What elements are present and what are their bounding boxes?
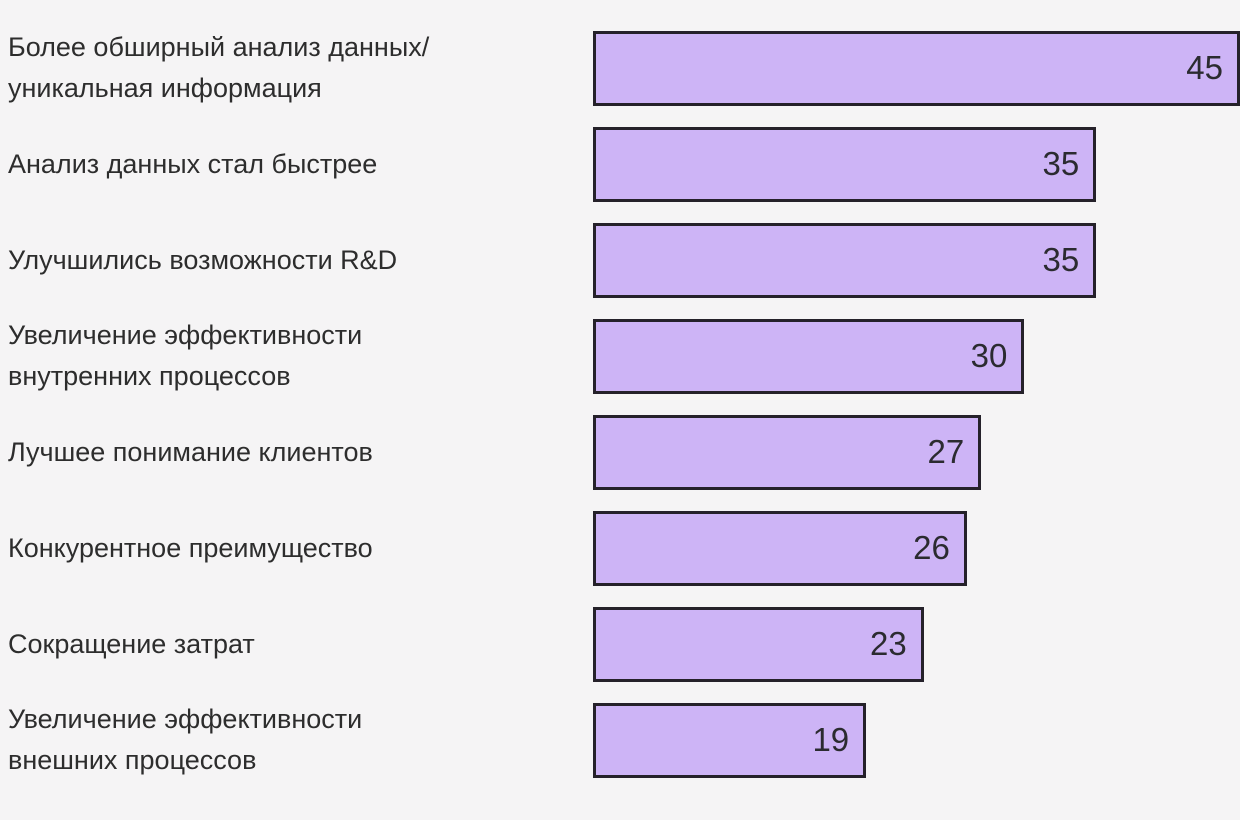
bar-track: 35 — [593, 222, 1240, 298]
category-label: Увеличение эффективности внешних процесс… — [8, 704, 363, 775]
value-label: 23 — [869, 625, 907, 662]
bar: 30 — [593, 318, 1025, 394]
category-label: Увеличение эффективности внутренних проц… — [8, 320, 363, 391]
value-label: 45 — [1186, 49, 1223, 86]
value-label: 30 — [970, 337, 1008, 374]
category-label: Более обширный анализ данных/ уникальная… — [8, 32, 430, 103]
chart-row: Конкурентное преимущество 26 — [0, 500, 1240, 596]
chart-row: Увеличение эффективности внешних процесс… — [0, 692, 1240, 788]
bar-track: 19 — [593, 702, 1240, 778]
chart-row: Более обширный анализ данных/ уникальная… — [0, 20, 1240, 116]
bar-track: 27 — [593, 414, 1240, 490]
value-label: 27 — [927, 433, 965, 470]
bar-track: 23 — [593, 606, 1240, 682]
value-label: 35 — [1042, 241, 1080, 278]
bar-track: 30 — [593, 318, 1240, 394]
category-label: Конкурентное преимущество — [8, 532, 373, 563]
bar: 27 — [593, 414, 982, 490]
bar: 45 — [593, 30, 1240, 106]
category-label: Улучшились возможности R&D — [8, 244, 398, 275]
chart-row: Увеличение эффективности внутренних проц… — [0, 308, 1240, 404]
bar: 23 — [593, 606, 924, 682]
bar: 26 — [593, 510, 967, 586]
category-label: Сокращение затрат — [8, 628, 255, 659]
chart-row: Анализ данных стал быстрее 35 — [0, 116, 1240, 212]
chart-row: Лучшее понимание клиентов 27 — [0, 404, 1240, 500]
bar: 35 — [593, 222, 1097, 298]
chart-row: Сокращение затрат 23 — [0, 596, 1240, 692]
bar: 35 — [593, 126, 1097, 202]
bar-track: 26 — [593, 510, 1240, 586]
category-label: Лучшее понимание клиентов — [8, 436, 373, 467]
chart-row: Улучшились возможности R&D 35 — [0, 212, 1240, 308]
bar: 19 — [593, 702, 867, 778]
bar-track: 35 — [593, 126, 1240, 202]
category-label: Анализ данных стал быстрее — [8, 148, 378, 179]
bar-track: 45 — [593, 30, 1240, 106]
value-label: 35 — [1042, 145, 1080, 182]
value-label: 26 — [913, 529, 950, 566]
value-label: 19 — [812, 721, 850, 758]
